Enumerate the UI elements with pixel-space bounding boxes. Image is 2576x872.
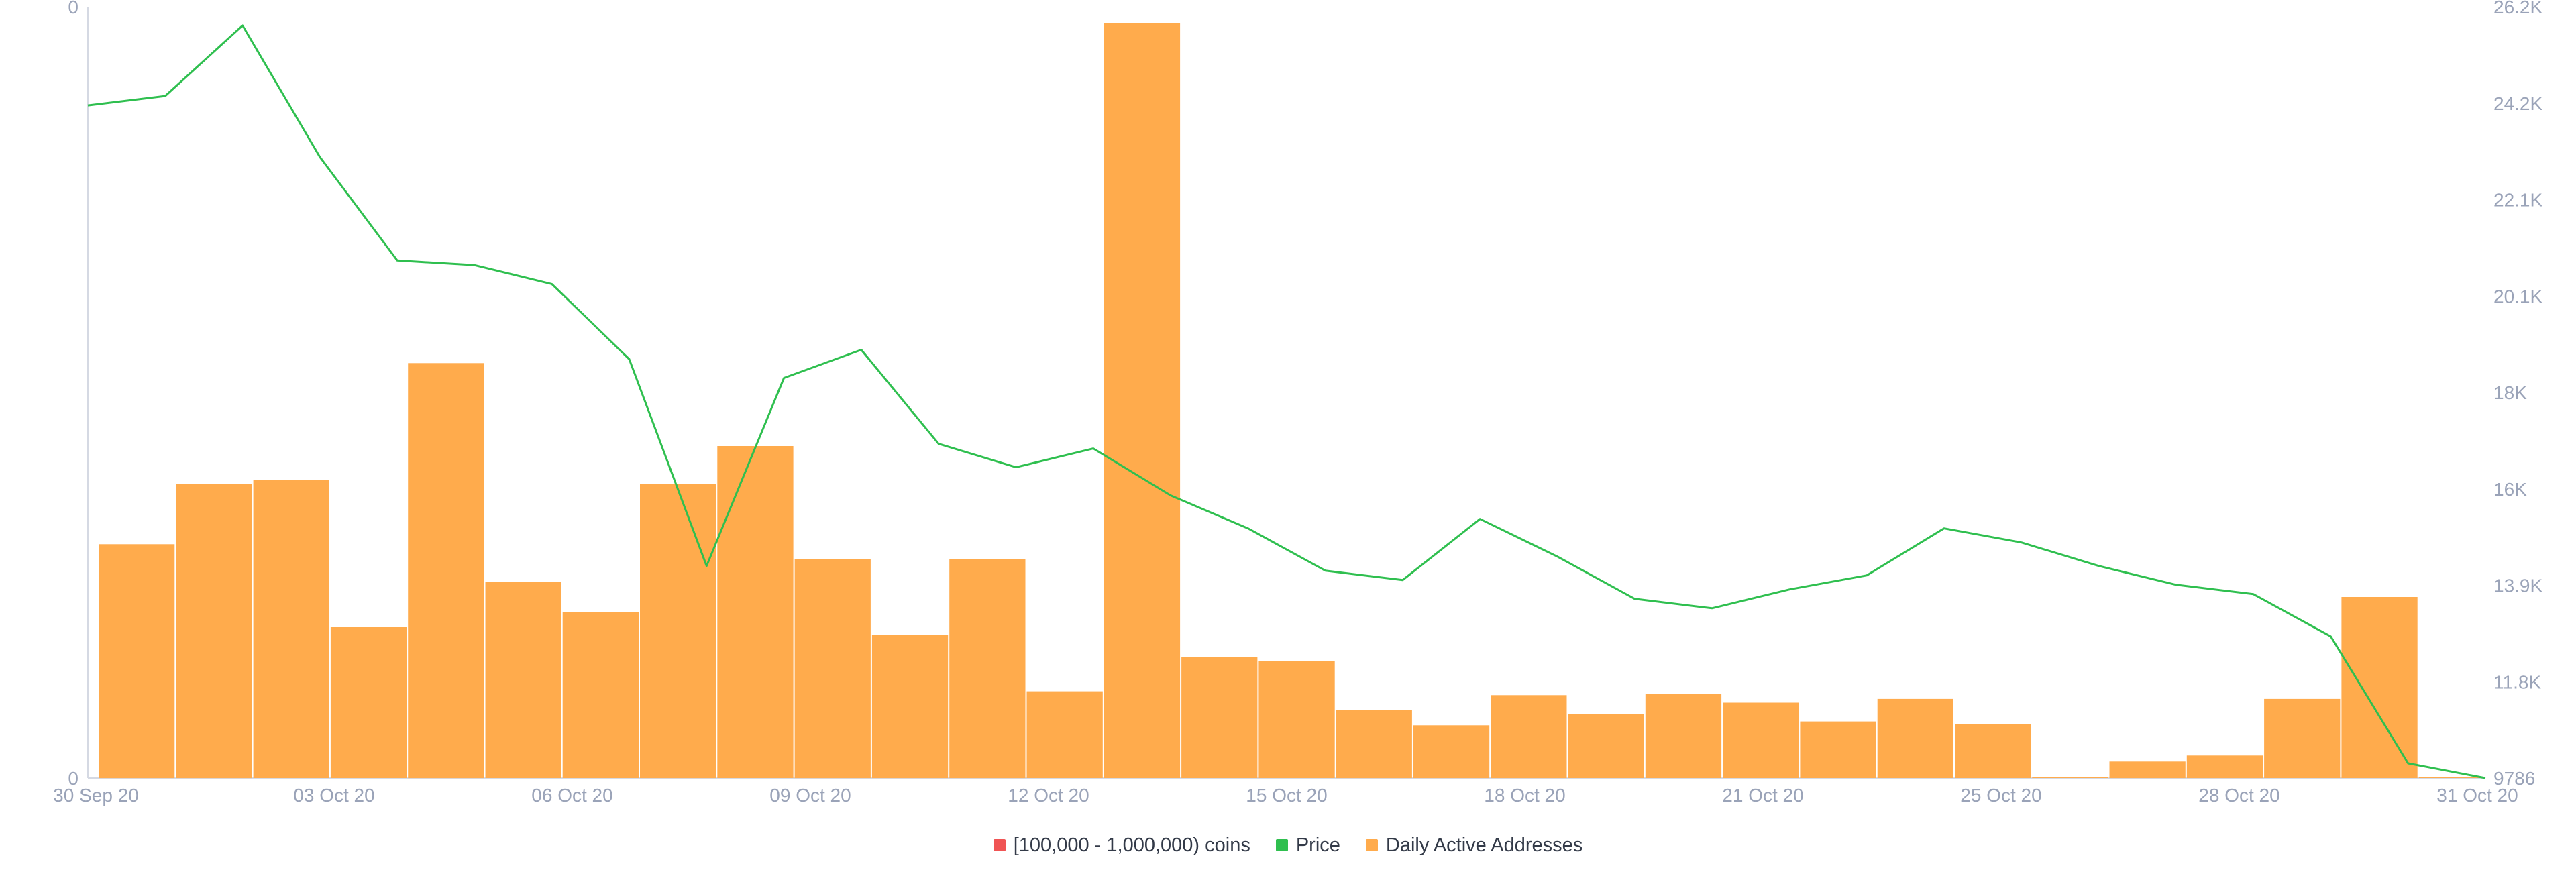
legend: [100,000 - 1,000,000) coins Price Daily … — [0, 830, 2576, 860]
legend-label-price: Price — [1295, 834, 1340, 856]
legend-label-daily-active-addresses: Daily Active Addresses — [1385, 834, 1583, 856]
bar-daily-active-addresses[interactable] — [99, 544, 175, 779]
y-right-tick-label: 13.9K — [2493, 576, 2542, 596]
x-tick-label: 21 Oct 20 — [1722, 785, 1803, 806]
bar-daily-active-addresses[interactable] — [2109, 761, 2186, 779]
x-tick-label: 15 Oct 20 — [1246, 785, 1327, 806]
bar-daily-active-addresses[interactable] — [1877, 698, 1953, 778]
bar-daily-active-addresses[interactable] — [2186, 755, 2263, 779]
bar-daily-active-addresses[interactable] — [1104, 23, 1181, 778]
bar-daily-active-addresses[interactable] — [1491, 695, 1567, 779]
y-right-tick-label: 22.1K — [2493, 190, 2542, 211]
y-right-tick-label: 24.2K — [2493, 93, 2542, 114]
y-right-tick-label: 20.1K — [2493, 286, 2542, 307]
x-tick-label: 03 Oct 20 — [293, 785, 374, 806]
bar-daily-active-addresses[interactable] — [794, 559, 871, 779]
y-right-tick-label: 26.2K — [2493, 0, 2542, 17]
bar-daily-active-addresses[interactable] — [253, 480, 329, 778]
bar-daily-active-addresses[interactable] — [176, 484, 252, 779]
bar-daily-active-addresses[interactable] — [1568, 714, 1644, 778]
y-left-tick-label: 0 — [68, 0, 78, 17]
bar-daily-active-addresses[interactable] — [1413, 725, 1490, 779]
bar-daily-active-addresses[interactable] — [1181, 657, 1258, 778]
bar-daily-active-addresses[interactable] — [2032, 777, 2108, 778]
bar-daily-active-addresses[interactable] — [1026, 691, 1103, 778]
x-tick-label: 09 Oct 20 — [769, 785, 851, 806]
y-left-axis-ticks: 00 — [68, 0, 78, 789]
legend-swatch-coins — [993, 839, 1006, 851]
bar-daily-active-addresses[interactable] — [2264, 698, 2341, 778]
bar-daily-active-addresses[interactable] — [1645, 694, 1722, 778]
bar-daily-active-addresses[interactable] — [2341, 597, 2418, 778]
x-tick-label: 30 Sep 20 — [53, 785, 139, 806]
x-tick-label: 25 Oct 20 — [1960, 785, 2041, 806]
bar-daily-active-addresses[interactable] — [1723, 702, 1799, 779]
y-right-tick-label: 11.8K — [2493, 671, 2541, 692]
bar-daily-active-addresses[interactable] — [1955, 724, 2031, 778]
legend-swatch-price — [1275, 839, 1288, 851]
x-tick-label: 31 Oct 20 — [2436, 785, 2518, 806]
bar-daily-active-addresses[interactable] — [949, 559, 1026, 779]
bar-daily-active-addresses[interactable] — [640, 484, 716, 779]
bar-daily-active-addresses[interactable] — [717, 446, 794, 778]
y-right-axis-ticks: 9786 11.8K 13.9K 16K 18K 20.1K 22.1K 24.2K 26.2K — [2493, 0, 2542, 789]
bar-daily-active-addresses[interactable] — [2418, 777, 2485, 778]
y-right-tick-label: 16K — [2493, 479, 2527, 500]
x-axis-ticks: 30 Sep 20 03 Oct 20 06 Oct 20 09 Oct 20 12 O… — [53, 785, 2518, 806]
price-line — [87, 24, 2486, 779]
legend-label-coins: [100,000 - 1,000,000) coins — [1013, 834, 1250, 856]
bar-daily-active-addresses[interactable] — [562, 612, 639, 779]
legend-item-coins[interactable]: [100,000 - 1,000,000) coins — [993, 834, 1250, 857]
x-tick-label: 28 Oct 20 — [2198, 785, 2279, 806]
legend-swatch-daily-active-addresses — [1365, 839, 1378, 851]
legend-item-price[interactable]: Price — [1275, 834, 1340, 857]
legend-item-daily-active-addresses[interactable]: Daily Active Addresses — [1365, 834, 1583, 857]
y-right-tick-label: 9786 — [2493, 768, 2535, 789]
bar-daily-active-addresses[interactable] — [485, 582, 561, 779]
x-tick-label: 06 Oct 20 — [531, 785, 612, 806]
y-left-tick-label: 0 — [68, 768, 78, 789]
bar-daily-active-addresses[interactable] — [1336, 710, 1412, 779]
bar-daily-active-addresses[interactable] — [1258, 661, 1335, 778]
bar-series-daily-active-addresses — [99, 23, 2485, 779]
x-tick-label: 18 Oct 20 — [1484, 785, 1565, 806]
bar-daily-active-addresses[interactable] — [1800, 721, 1876, 778]
y-right-tick-label: 18K — [2493, 382, 2527, 403]
bar-daily-active-addresses[interactable] — [330, 627, 407, 778]
bar-daily-active-addresses[interactable] — [408, 363, 484, 779]
bar-daily-active-addresses[interactable] — [871, 635, 949, 779]
x-tick-label: 12 Oct 20 — [1008, 785, 1089, 806]
